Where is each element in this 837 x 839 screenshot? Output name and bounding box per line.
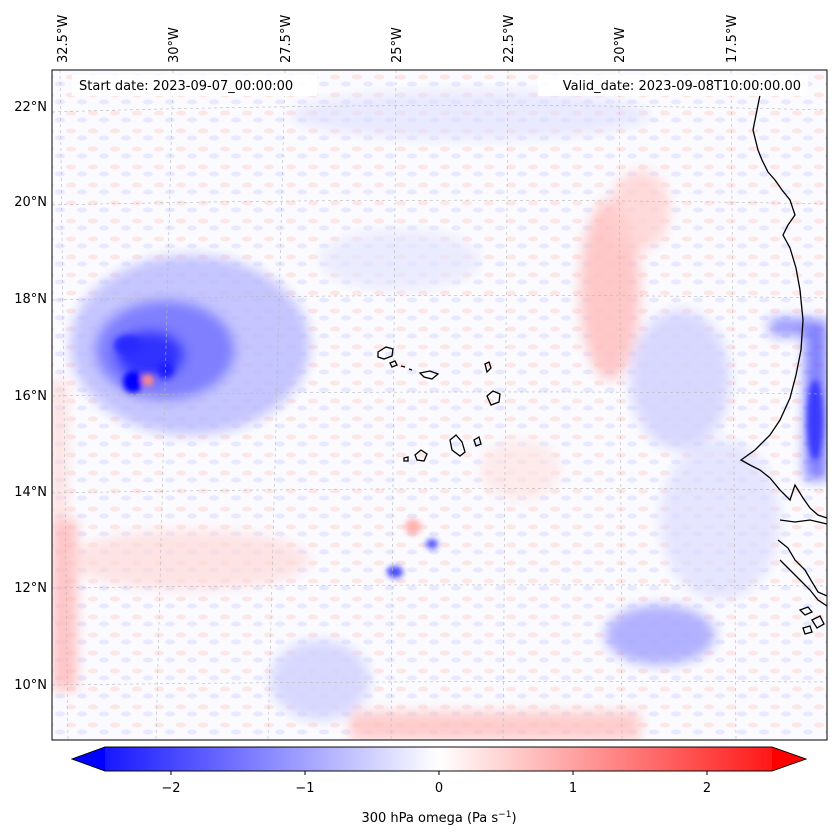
start-date-box: Start date: 2023-09-07_00:00:00 <box>72 75 317 96</box>
colorbar-tick-label: −2 <box>161 781 180 796</box>
colorbar: −2 −1 0 1 2 300 hPa omega (Pa s−1) <box>70 746 808 826</box>
colorbar-max-extend <box>772 747 806 771</box>
cape-verde-islands <box>377 346 501 462</box>
lat-label: 16°N <box>14 389 47 404</box>
bissagos-islands <box>798 606 825 635</box>
lat-label: 10°N <box>14 678 47 693</box>
west-africa-coast <box>739 94 827 519</box>
island-santiago <box>449 434 466 457</box>
lon-label: 25°W <box>390 27 405 63</box>
lon-label: 32.5°W <box>56 15 71 63</box>
island-sal <box>484 361 492 374</box>
map-frame <box>51 69 828 741</box>
colorbar-min-extend <box>72 747 105 771</box>
lon-label: 20°W <box>613 27 628 63</box>
longitude-labels: 32.5°W 30°W 27.5°W 25°W 22.5°W 20°W 17.5… <box>56 15 740 63</box>
colorbar-tick-label: −1 <box>295 781 314 796</box>
lon-label: 30°W <box>167 27 182 63</box>
valid-date-box: Valid_date: 2023-09-08T10:00:00.00 <box>538 75 808 96</box>
colorbar-ticks <box>170 771 708 775</box>
colorbar-tick-label: 1 <box>569 781 577 796</box>
colorbar-body <box>70 746 808 772</box>
island-boa-vista <box>486 390 501 406</box>
valid-date-text: Valid_date: 2023-09-08T10:00:00.00 <box>563 79 801 94</box>
omega-field-detail <box>114 335 823 578</box>
colorbar-outline <box>70 746 808 772</box>
lon-label: 17.5°W <box>725 15 740 63</box>
island-sao-nicolau <box>418 370 440 380</box>
lat-label: 22°N <box>14 100 47 115</box>
coast-lower <box>779 559 827 607</box>
colorbar-tick-label: 2 <box>703 781 711 796</box>
island-fogo <box>414 449 428 462</box>
lon-label: 27.5°W <box>279 15 294 63</box>
map-panel: Start date: 2023-09-07_00:00:00 Valid_da… <box>52 70 827 740</box>
island-santa-luzia <box>400 365 413 371</box>
coastline <box>739 94 827 635</box>
guinea-bissau-coast <box>777 539 827 597</box>
latitude-labels: 22°N 20°N 18°N 16°N 14°N 12°N 10°N <box>14 100 47 693</box>
colorbar-tick-label: 0 <box>435 781 443 796</box>
lat-label: 12°N <box>14 581 47 596</box>
colorbar-label: 300 hPa omega (Pa s−1) <box>361 810 516 826</box>
start-date-text: Start date: 2023-09-07_00:00:00 <box>79 79 293 94</box>
colorbar-label-sup: −1 <box>498 810 511 820</box>
lat-label: 18°N <box>14 292 47 307</box>
lon-label: 22.5°W <box>502 15 517 63</box>
lat-label: 20°N <box>14 195 47 210</box>
island-maio <box>473 436 482 447</box>
colorbar-label-main: 300 hPa omega (Pa s <box>361 811 498 826</box>
gambia-river <box>779 519 827 525</box>
island-sao-vicente <box>389 360 398 368</box>
colorbar-label-close: ) <box>511 811 516 826</box>
lat-label: 14°N <box>14 485 47 500</box>
omega-field <box>52 90 827 740</box>
island-santo-antao <box>377 346 394 360</box>
island-brava <box>403 456 409 462</box>
graticule <box>52 70 827 740</box>
